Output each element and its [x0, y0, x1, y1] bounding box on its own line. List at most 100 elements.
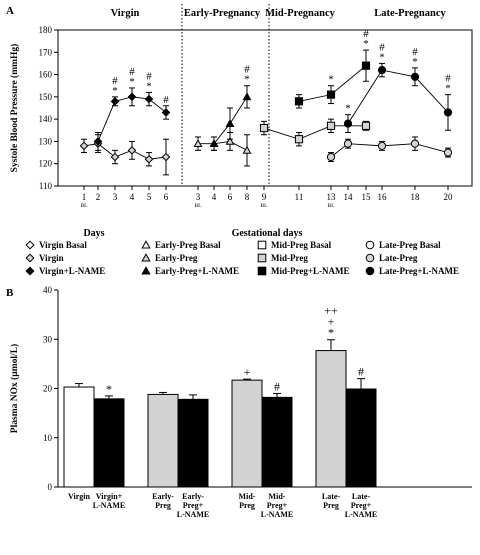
data-point — [361, 61, 371, 70]
legend-label: Late-Preg Basal — [379, 240, 441, 250]
section-title: Late-Pregnancy — [374, 8, 446, 19]
legend-marker — [365, 266, 375, 276]
x-tick-label: 1 — [82, 192, 87, 202]
significance-mark: # — [363, 28, 369, 40]
x-tick-label: 4 — [130, 192, 135, 202]
panel-a-letter: A — [6, 5, 14, 17]
bar-label: Early- — [152, 492, 174, 501]
legend-label: Early-Preg+L-NAME — [155, 266, 239, 276]
x-tick-label: 4 — [212, 192, 217, 202]
data-point — [377, 66, 387, 75]
x-tick-label: 9 — [262, 192, 267, 202]
y-tick-label: 150 — [39, 92, 53, 102]
data-point — [259, 123, 269, 133]
bar-label: Mid- — [269, 492, 286, 501]
data-point — [326, 152, 336, 162]
bar — [315, 350, 347, 488]
significance-mark: # — [163, 94, 169, 106]
panel-b-letter: B — [6, 287, 14, 299]
bar — [261, 396, 293, 488]
x-tick-label: 11 — [295, 192, 304, 202]
data-point — [79, 141, 89, 151]
data-point — [193, 139, 203, 148]
bar-label: Late- — [352, 492, 371, 501]
data-point — [343, 139, 353, 148]
significance-mark: * — [345, 103, 351, 115]
legend-label: Early-Preg — [155, 253, 198, 263]
bar-label: Preg+ — [183, 501, 204, 510]
significance-mark: * — [328, 326, 334, 340]
significance-mark: + — [244, 365, 251, 379]
data-point — [161, 152, 171, 162]
data-point — [410, 139, 420, 148]
data-point — [127, 146, 137, 155]
y-tick-label: 120 — [39, 159, 53, 169]
section-title: Early-Pregnancy — [184, 8, 261, 19]
data-point — [242, 92, 252, 101]
bar — [93, 398, 125, 488]
significance-mark: * — [379, 51, 385, 63]
data-point — [410, 72, 420, 81]
y-tick-label: 20 — [43, 384, 53, 394]
bar-label: Late- — [322, 492, 341, 501]
bar — [345, 388, 377, 488]
legend-label: Mid-Preg Basal — [271, 240, 332, 250]
significance-mark: + — [328, 315, 335, 329]
data-point — [144, 154, 154, 164]
legend-marker — [365, 240, 375, 250]
significance-mark: * — [146, 80, 152, 92]
x-tick-label: 13 — [327, 192, 337, 202]
x-tick-label: 2 — [96, 192, 101, 202]
x-tick-sublabel: BL — [80, 203, 88, 209]
x-tick-label: 6 — [228, 192, 233, 202]
panel-a-frame — [57, 29, 473, 187]
bar-label: Preg+ — [351, 501, 372, 510]
significance-mark: # — [379, 41, 385, 53]
data-point — [361, 121, 371, 130]
legend-marker — [257, 240, 267, 250]
x-tick-label: 14 — [344, 192, 354, 202]
x-tick-label: 5 — [147, 192, 152, 202]
series-line — [198, 140, 248, 151]
bar-label: Preg — [323, 501, 339, 510]
legend-label: Virgin+L-NAME — [39, 266, 105, 276]
x-tick-label: 3 — [196, 192, 201, 202]
series-line — [347, 69, 449, 124]
significance-mark: * — [328, 74, 334, 86]
x-tick-label: 6 — [164, 192, 169, 202]
y-tick-label: 130 — [39, 136, 53, 146]
significance-mark: # — [244, 64, 250, 76]
bar — [63, 386, 95, 488]
y-tick-label: 110 — [39, 181, 53, 191]
data-point — [93, 137, 103, 146]
data-point — [225, 118, 235, 127]
data-point — [144, 94, 154, 104]
x-tick-label: 16 — [378, 192, 388, 202]
y-tick-label: 160 — [39, 70, 53, 80]
x-axis-label-gestational: Gestational days — [232, 228, 303, 239]
significance-mark: * — [412, 56, 418, 68]
x-tick-label: 15 — [362, 192, 372, 202]
x-tick-label: 8 — [245, 192, 250, 202]
bar-label: Virgin+ — [96, 492, 123, 501]
bar-label: Early- — [182, 492, 204, 501]
y-tick-label: 140 — [39, 114, 53, 124]
x-axis-label-days: Days — [83, 228, 104, 239]
y-tick-label: 10 — [43, 433, 53, 443]
legend-label: Mid-Preg — [271, 253, 308, 263]
legend-marker — [257, 266, 267, 276]
legend-marker — [141, 266, 151, 275]
y-tick-label: 180 — [39, 25, 53, 35]
legend-marker — [141, 253, 151, 262]
significance-mark: * — [129, 76, 135, 88]
y-tick-label: 170 — [39, 47, 53, 57]
bar-label: Preg — [155, 501, 171, 510]
bar-label: Preg+ — [267, 501, 288, 510]
legend-marker — [257, 253, 267, 263]
y-tick-label: 0 — [48, 482, 53, 492]
x-tick-label: 20 — [444, 192, 454, 202]
significance-mark: * — [112, 85, 118, 97]
